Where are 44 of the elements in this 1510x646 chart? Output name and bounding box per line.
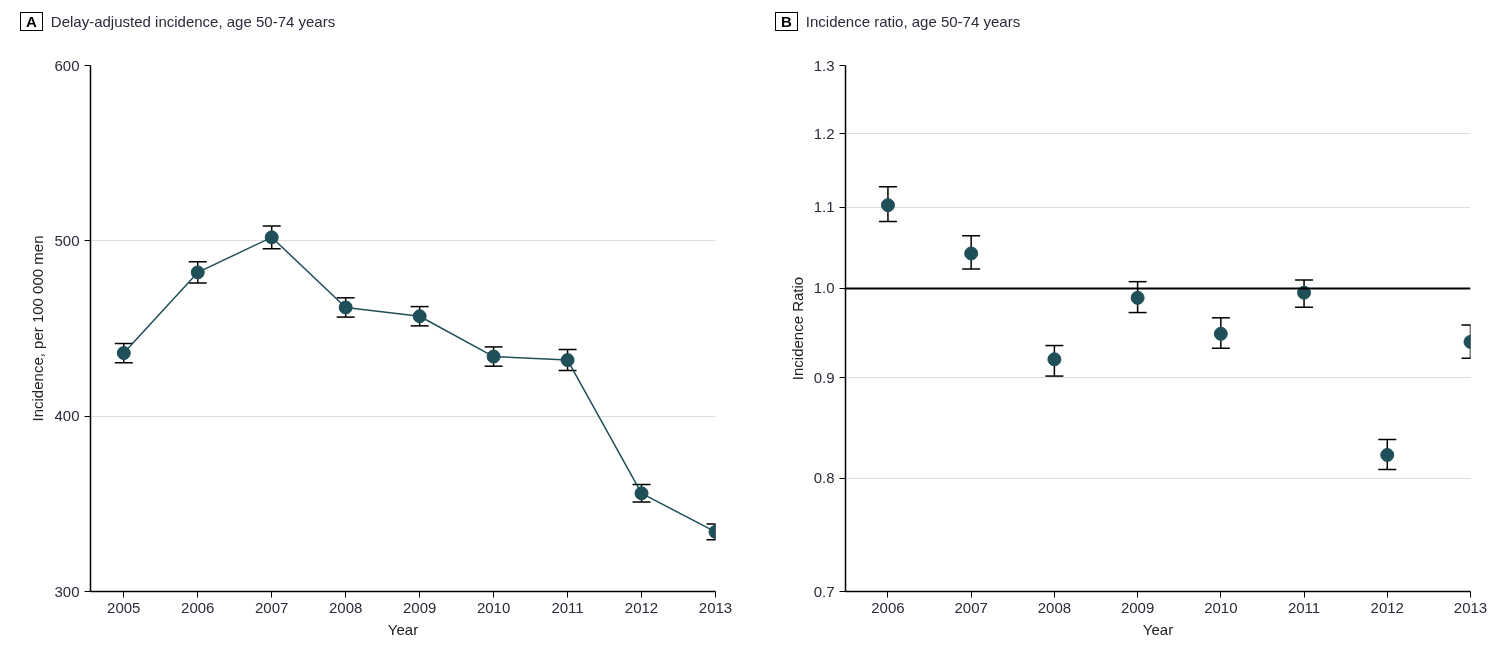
- y-axis-title: Incidence Ratio: [788, 276, 806, 381]
- point: [1213, 326, 1228, 341]
- x-tick-label: 2009: [1120, 598, 1155, 616]
- x-tick-label: 2007: [255, 598, 289, 616]
- y-tick-label: 0.9: [813, 368, 835, 386]
- point: [1380, 448, 1395, 462]
- x-tick-label: 2013: [698, 598, 733, 616]
- point: [264, 230, 279, 245]
- x-tick-label: 2009: [402, 598, 437, 616]
- point: [1047, 352, 1062, 367]
- x-tick-label: 2007: [954, 598, 988, 616]
- x-tick-label: 2010: [1204, 598, 1238, 616]
- x-axis-title: Year: [387, 620, 419, 638]
- x-tick-label: 2005: [107, 598, 141, 616]
- x-tick-label: 2012: [624, 598, 659, 616]
- point: [560, 353, 575, 368]
- y-tick-label: 300: [54, 582, 80, 600]
- y-tick-label: 0.7: [813, 582, 835, 600]
- y-tick-label: 600: [54, 56, 80, 74]
- x-tick-label: 2012: [1370, 598, 1404, 616]
- y-axis-title: Incidence, per 100 000 men: [29, 235, 47, 422]
- y-tick-label: 1.0: [813, 279, 835, 297]
- x-tick-label: 2006: [181, 598, 215, 616]
- y-tick-label: 500: [54, 231, 80, 249]
- point: [964, 246, 979, 261]
- point: [880, 198, 895, 213]
- y-tick-label: 400: [54, 407, 80, 425]
- x-axis-title: Year: [1142, 620, 1174, 638]
- x-tick-label: 2006: [871, 598, 905, 616]
- x-tick-label: 2010: [476, 598, 511, 616]
- text: B: [775, 12, 798, 31]
- chart-title: Delay-adjusted incidence, age 50-74 years: [50, 13, 336, 30]
- point: [1130, 290, 1145, 305]
- x-tick-label: 2011: [1287, 598, 1321, 616]
- y-tick-label: 0.8: [813, 469, 835, 487]
- chart-title: Incidence ratio, age 50-74 years: [805, 13, 1021, 30]
- x-tick-label: 2013: [1453, 598, 1488, 616]
- text: A: [20, 12, 43, 31]
- x-tick-label: 2008: [1037, 598, 1072, 616]
- x-tick-label: 2008: [328, 598, 363, 616]
- y-tick-label: 1.2: [813, 124, 835, 142]
- x-tick-label: 2011: [551, 598, 584, 616]
- y-tick-label: 1.1: [813, 198, 835, 216]
- y-tick-label: 1.3: [813, 56, 835, 74]
